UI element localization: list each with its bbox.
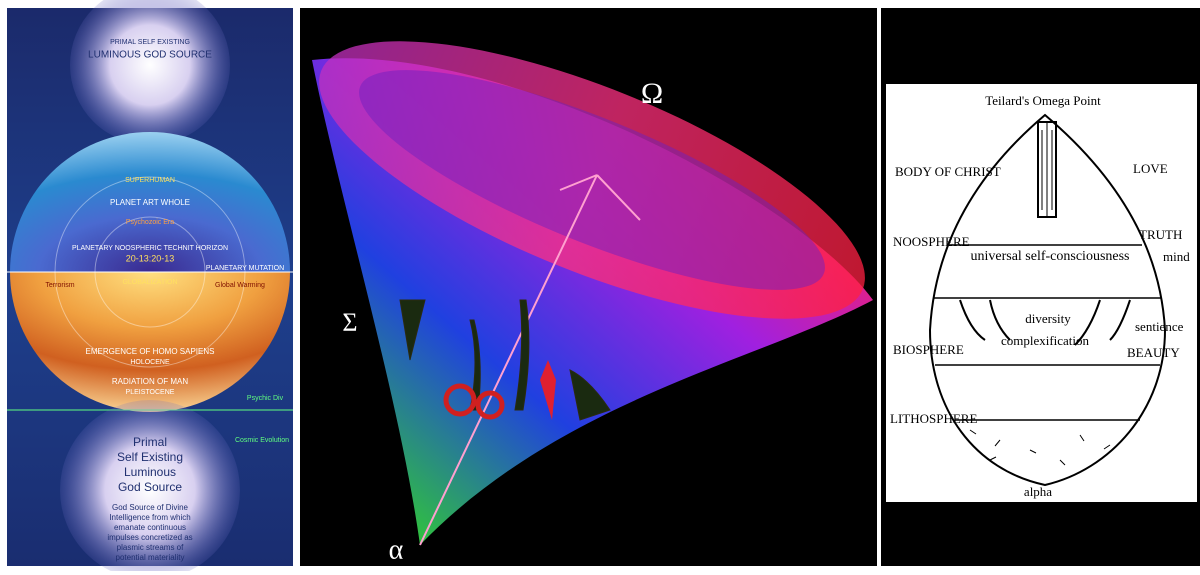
band-label: Psychozoic Era <box>126 219 174 226</box>
label: BIOSPHERE <box>893 342 964 357</box>
band-label: PLANETARY NOOSPHERIC TECHNIT HORIZON <box>72 245 228 252</box>
text-line: impulses concretized as <box>107 533 192 542</box>
label: TRUTH <box>1139 227 1182 242</box>
label: LOVE <box>1133 161 1168 176</box>
band-label: SUPERHUMAN <box>125 177 175 184</box>
text-line: God Source of Divine <box>112 503 189 512</box>
label: universal self-consciousness <box>970 249 1129 264</box>
text-line: emanate continuous <box>114 523 186 532</box>
band-label: RADIATION OF MAN <box>112 377 189 386</box>
label: sentience <box>1135 319 1184 334</box>
center-panel <box>300 8 877 566</box>
bottom-title: Self Existing <box>117 450 183 464</box>
band-label: Terrorism <box>45 282 74 289</box>
right-panel <box>881 8 1200 566</box>
title-line: LUMINOUS GOD SOURCE <box>88 50 212 61</box>
label: mind <box>1163 249 1190 264</box>
diagram-title: Teilard's Omega Point <box>985 93 1101 108</box>
sigma-label: Σ <box>342 308 357 337</box>
omega-label: Ω <box>641 77 663 110</box>
band-label: PLANETARY MUTATION <box>206 265 284 272</box>
bottom-title: God Source <box>118 480 182 494</box>
bottom-text: God Source of Divine Intelligence from w… <box>107 503 192 562</box>
band-label: Global Warming <box>215 282 265 289</box>
band-label: EMERGENCE OF HOMO SAPIENS <box>86 347 215 356</box>
text-line: plasmic streams of <box>117 543 184 552</box>
band-label: PLANET ART WHOLE <box>110 198 190 207</box>
bottom-title: Luminous <box>124 465 176 479</box>
bottom-title: Primal <box>133 435 167 449</box>
band-label: 20-13:20-13 <box>126 253 175 263</box>
band-label: PLEISTOCENE <box>126 389 175 396</box>
alpha-label: α <box>389 534 404 565</box>
label: complexification <box>1001 333 1090 348</box>
label: LITHOSPHERE <box>890 411 977 426</box>
band-label: HOLOCENE <box>130 359 170 366</box>
label: BODY OF CHRIST <box>895 164 1001 179</box>
label: BEAUTY <box>1127 345 1180 360</box>
label: NOOSPHERE <box>893 234 970 249</box>
text-line: Intelligence from which <box>109 513 190 522</box>
left-panel <box>7 0 293 575</box>
label: alpha <box>1024 484 1052 499</box>
band-label: Psychic Div <box>247 395 284 402</box>
title-line: PRIMAL SELF EXISTING <box>110 39 190 46</box>
side-title: Cosmic Evolution <box>235 437 289 444</box>
label: diversity <box>1025 311 1071 326</box>
text-line: potential materiality <box>116 553 185 562</box>
band-label: GLOBALIZATION <box>122 279 177 286</box>
